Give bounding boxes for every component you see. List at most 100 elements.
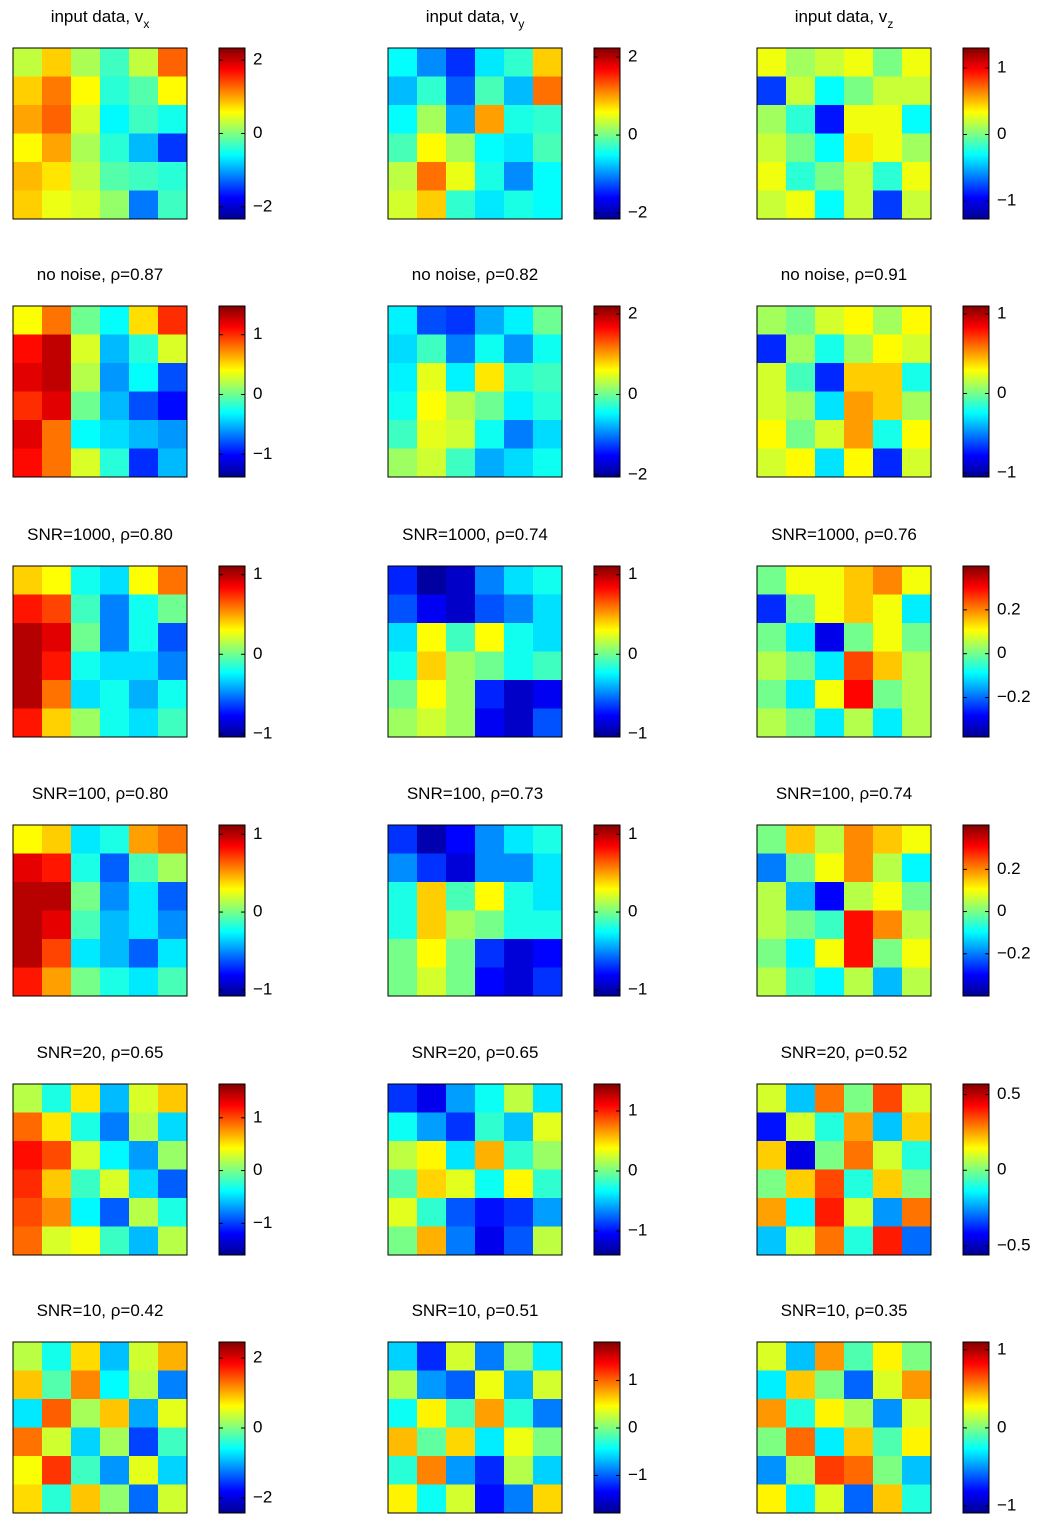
colorbar-tick-label: −0.2 <box>997 687 1031 706</box>
panel-title: SNR=100, ρ=0.80 <box>32 784 168 803</box>
panel-title: SNR=20, ρ=0.65 <box>412 1043 539 1062</box>
heatmap-cell <box>42 448 72 478</box>
heatmap-cell <box>786 363 816 392</box>
heatmap-cell <box>533 825 563 854</box>
heatmap-cell <box>129 1427 159 1457</box>
heatmap-cell <box>844 1484 874 1514</box>
heatmap-cell <box>13 448 43 478</box>
heatmap-cell <box>129 1342 159 1371</box>
heatmap-cell <box>844 708 874 738</box>
heatmap-cell <box>446 334 476 364</box>
heatmap-cell <box>129 594 159 624</box>
heatmap-cell <box>13 1112 43 1142</box>
heatmap-cell <box>446 105 476 134</box>
heatmap-cell <box>158 708 188 738</box>
heatmap-cell <box>446 1484 476 1514</box>
heatmap-cell <box>71 48 101 77</box>
panel-title: input data, vz <box>795 7 894 31</box>
heatmap-cell <box>71 1169 101 1199</box>
heatmap-cell <box>158 105 188 134</box>
heatmap-cell <box>129 825 159 854</box>
heatmap-cell <box>757 363 787 392</box>
panel-title: SNR=100, ρ=0.74 <box>776 784 912 803</box>
heatmap-cell <box>42 651 72 681</box>
heatmap-cell <box>388 76 418 106</box>
heatmap-cell <box>902 825 932 854</box>
heatmap-cell <box>100 1226 130 1256</box>
title-text: no noise, ρ=0.82 <box>412 265 538 284</box>
heatmap-cell <box>786 306 816 335</box>
plot-frame <box>12 1083 188 1256</box>
heatmap-cell <box>13 1141 43 1170</box>
heatmap-cell <box>902 448 932 478</box>
title-subscript: x <box>143 17 149 31</box>
title-subscript: y <box>518 17 524 31</box>
heatmap-cell <box>902 566 932 595</box>
heatmap-cell <box>815 967 845 997</box>
heatmap-cell <box>475 363 505 392</box>
colorbar-tick-label: −2 <box>628 464 647 483</box>
heatmap-cell <box>786 594 816 624</box>
heatmap-cell <box>13 48 43 77</box>
heatmap-cell <box>446 1112 476 1142</box>
plot-frame <box>756 1341 932 1514</box>
heatmap-cell <box>844 853 874 883</box>
heatmap-cell <box>786 76 816 106</box>
heatmap-cell <box>757 882 787 911</box>
plot-frame <box>756 824 932 997</box>
heatmap-cell <box>158 1370 188 1400</box>
heatmap-cell <box>504 162 534 191</box>
heatmap-cell <box>13 133 43 163</box>
heatmap-cell <box>388 448 418 478</box>
heatmap-cell <box>873 1370 903 1400</box>
heatmap-cell <box>475 853 505 883</box>
heatmap-cell <box>757 133 787 163</box>
colorbar-tick-label: 0 <box>253 384 262 403</box>
heatmap-cell <box>100 363 130 392</box>
heatmap-cell <box>844 1370 874 1400</box>
heatmap-cell <box>757 448 787 478</box>
heatmap-cell <box>158 910 188 940</box>
heatmap-cell <box>902 1484 932 1514</box>
heatmap-cell <box>757 1198 787 1227</box>
heatmap-cell <box>158 162 188 191</box>
heatmap-cell <box>100 680 130 709</box>
heatmap-cell <box>100 76 130 106</box>
heatmap-cell <box>13 391 43 421</box>
heatmap-cell <box>533 708 563 738</box>
heatmap-cell <box>757 334 787 364</box>
heatmap-cell <box>786 1342 816 1371</box>
plot-frame <box>387 1083 563 1256</box>
title-text: SNR=10, ρ=0.51 <box>412 1301 539 1320</box>
heatmap-cell <box>129 939 159 968</box>
heatmap-cell <box>475 939 505 968</box>
heatmap-cell <box>71 306 101 335</box>
heatmap-cell <box>42 363 72 392</box>
heatmap-cell <box>388 1427 418 1457</box>
heatmap-cell <box>446 391 476 421</box>
heatmap-cell <box>844 623 874 652</box>
heatmap-cell <box>902 1141 932 1170</box>
heatmap-cell <box>446 651 476 681</box>
colorbar <box>593 824 621 997</box>
heatmap-cell <box>873 1226 903 1256</box>
heatmap-cell <box>533 967 563 997</box>
heatmap-cell <box>100 391 130 421</box>
heatmap-cell <box>844 363 874 392</box>
heatmap-cell <box>533 1141 563 1170</box>
heatmap-cell <box>71 882 101 911</box>
heatmap-cell <box>446 708 476 738</box>
heatmap-cell <box>446 1399 476 1428</box>
heatmap-cell <box>844 133 874 163</box>
heatmap-cell <box>100 708 130 738</box>
heatmap-cell <box>757 1484 787 1514</box>
heatmap-cell <box>475 420 505 449</box>
heatmap-cell <box>757 1141 787 1170</box>
heatmap-cell <box>504 1399 534 1428</box>
heatmap-cell <box>786 420 816 449</box>
heatmap-cell <box>42 910 72 940</box>
heatmap-cell <box>475 1141 505 1170</box>
heatmap-cell <box>13 162 43 191</box>
heatmap-cell <box>158 334 188 364</box>
heatmap-cell <box>844 48 874 77</box>
